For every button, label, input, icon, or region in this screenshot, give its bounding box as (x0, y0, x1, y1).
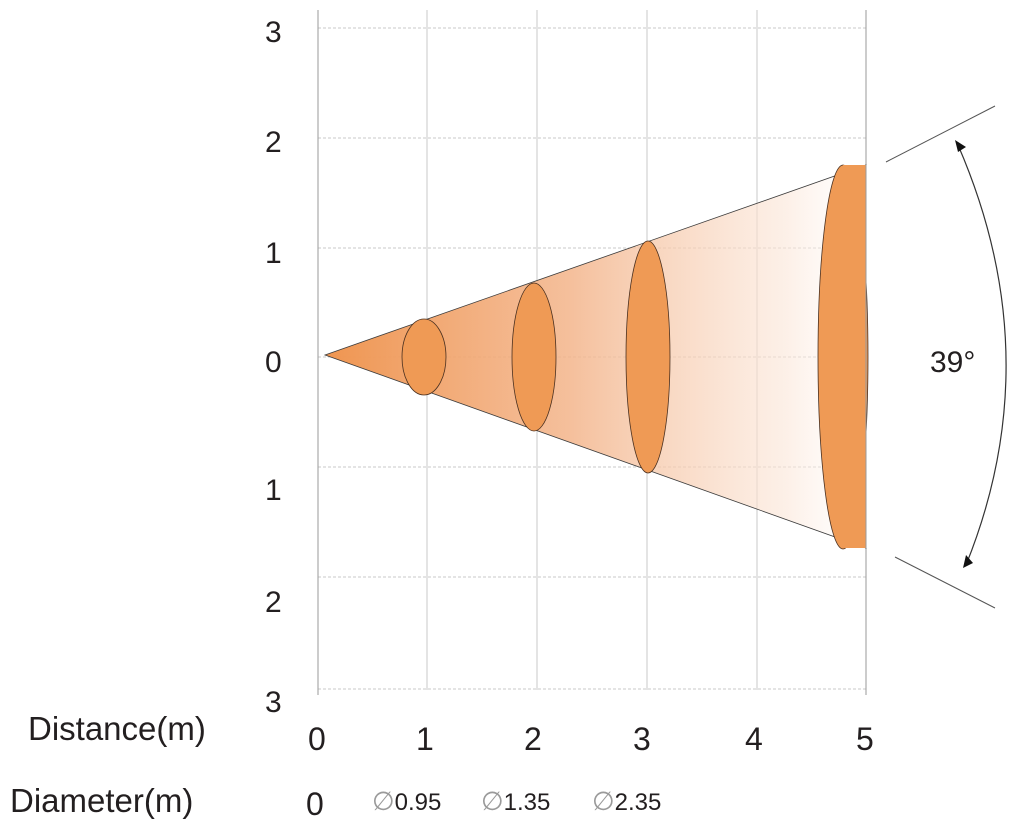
diameter-number: 1.35 (504, 789, 551, 816)
x-tick-label: 3 (633, 721, 651, 757)
cross-section-2m (511, 282, 557, 432)
y-tick-label: 0 (265, 346, 282, 379)
x-tick-label: 2 (524, 721, 542, 757)
x-tick-label: 0 (308, 721, 326, 757)
diameter-value: ∅1.35 (481, 786, 550, 816)
y-tick-label: 1 (265, 474, 282, 507)
diameter-value: ∅0.95 (372, 786, 441, 816)
angle-arrow-top (955, 140, 966, 152)
diameter-symbol: ∅ (592, 786, 615, 816)
diameter-value: ∅2.35 (592, 786, 661, 816)
y-tick-labels: 3 2 1 0 1 2 3 (265, 16, 282, 719)
diameter-number: 0.95 (395, 789, 442, 816)
angle-arc (957, 144, 1007, 566)
distance-label: Distance(m) (28, 710, 206, 747)
angle-label: 39° (930, 346, 975, 379)
diameter-symbol: ∅ (481, 786, 504, 816)
y-tick-label: 3 (265, 16, 282, 49)
cross-section-5m-cap (843, 165, 866, 548)
y-tick-label: 2 (265, 126, 282, 159)
diameter-symbol: ∅ (372, 786, 395, 816)
x-tick-label: 5 (856, 721, 874, 757)
x-tick-label: 1 (416, 721, 434, 757)
beam-angle-indicator: 39° (885, 105, 1007, 609)
angle-ray-bottom (894, 556, 996, 609)
x-tick-labels: 0 1 2 3 4 5 (308, 721, 874, 757)
diameter-label: Diameter(m) (10, 782, 193, 819)
angle-arrow-bottom (963, 555, 973, 568)
cross-section-3m (625, 240, 671, 474)
cross-section-1m (401, 318, 447, 396)
y-tick-label: 3 (265, 686, 282, 719)
diameter-number: 2.35 (615, 789, 662, 816)
diameter-values: 0 ∅0.95 ∅1.35 ∅2.35 (306, 786, 661, 822)
y-tick-label: 2 (265, 586, 282, 619)
beam-cross-sections (401, 164, 869, 550)
diameter-zero: 0 (306, 786, 324, 822)
angle-ray-top (885, 105, 996, 163)
x-tick-label: 4 (745, 721, 763, 757)
y-tick-label: 1 (265, 237, 282, 270)
